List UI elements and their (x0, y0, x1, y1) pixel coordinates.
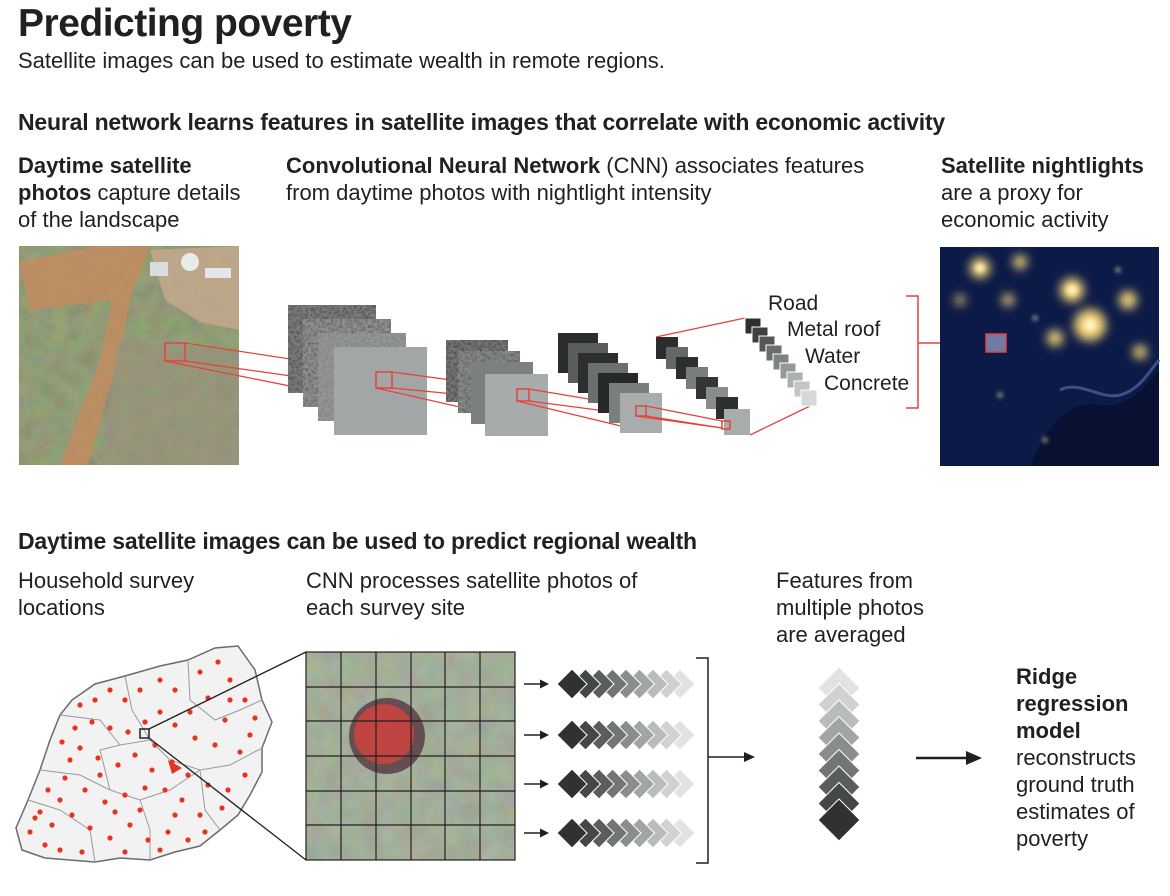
feature-diamond (556, 668, 588, 700)
averaging-bracket (696, 657, 709, 864)
ridge-caption-rest: reconstructs ground truth estimates of p… (1016, 745, 1136, 851)
projection-lines-3 (635, 405, 723, 429)
feature-row (524, 768, 696, 800)
daytime-caption: Daytime satellite photos capture details… (18, 152, 258, 233)
feature-diamond (556, 719, 588, 751)
cnn-layer-group-1 (288, 305, 427, 435)
cnn-layer-group-3 (558, 333, 662, 433)
nightlights-caption-rest: are a proxy for economic activity (941, 180, 1109, 232)
zoom-lines (148, 651, 307, 861)
projection-lines-4 (655, 317, 811, 436)
nightlights-caption: Satellite nightlights are a proxy for ec… (941, 152, 1156, 233)
survey-site-image (305, 651, 516, 861)
feature-label-water: Water (805, 345, 861, 368)
cnn-caption-bold: Convolutional Neural Network (286, 153, 601, 178)
averaged-diamond (817, 798, 861, 842)
survey-dots (27, 659, 258, 855)
daytime-satellite-photo (19, 246, 239, 465)
feature-label-metal-roof: Metal roof (787, 318, 881, 341)
feature-diamond (556, 817, 588, 849)
feature-diamond (556, 768, 588, 800)
feature-label-road: Road (768, 292, 819, 315)
cnn-caption-rest: (CNN) associates features from daytime p… (286, 153, 865, 205)
cnn-process-caption: CNN processes satellite photos of each s… (306, 568, 638, 620)
survey-caption: Household survey locations (18, 568, 195, 620)
averaged-feature-column (817, 666, 861, 842)
page-subtitle: Satellite images can be used to estimate… (18, 48, 665, 73)
cnn-caption: Convolutional Neural Network (CNN) assoc… (286, 152, 866, 206)
feature-row (524, 817, 696, 849)
feature-row (524, 668, 696, 700)
ridge-caption-bold: Ridge regression model (1016, 664, 1129, 743)
ridge-arrow (916, 751, 982, 765)
averaged-caption: Features from multiple photos are averag… (776, 568, 924, 647)
daytime-caption-rest: capture details of the landscape (18, 180, 241, 232)
cnn-layer-group-4 (656, 337, 750, 435)
section1-heading: Neural network learns features in satell… (18, 109, 946, 135)
bracket-arrow (708, 752, 755, 762)
ridge-caption: Ridge regression model reconstructs grou… (1016, 663, 1166, 852)
nightlights-caption-bold: Satellite nightlights (941, 153, 1144, 178)
daytime-caption-bold: Daytime satellite photos (18, 153, 192, 205)
features-bracket (906, 295, 919, 409)
feature-row (524, 719, 696, 751)
page-title: Predicting poverty (18, 2, 352, 45)
section2-heading: Daytime satellite images can be used to … (18, 528, 697, 554)
feature-vector (744, 317, 818, 407)
survey-map (15, 645, 273, 863)
feature-label-concrete: Concrete (824, 372, 910, 395)
cnn-layer-group-2 (446, 340, 548, 436)
feature-rows (524, 668, 696, 849)
nightlights-image (940, 247, 1161, 466)
